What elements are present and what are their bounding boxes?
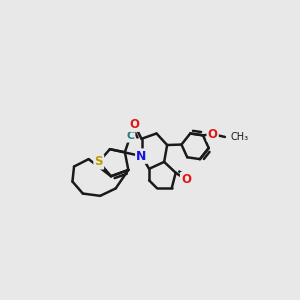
Text: O: O [181, 173, 191, 186]
Text: O: O [208, 128, 218, 141]
Text: O: O [129, 118, 139, 131]
Text: N: N [136, 150, 147, 163]
Text: S: S [94, 155, 103, 168]
Text: CH₃: CH₃ [231, 132, 249, 142]
Text: C: C [126, 131, 134, 142]
Text: N: N [129, 117, 139, 130]
